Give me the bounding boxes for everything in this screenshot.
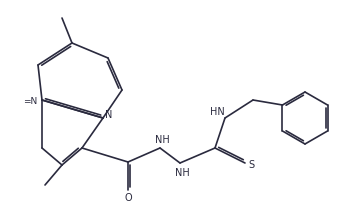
Text: N: N [105, 110, 113, 120]
Text: NH: NH [155, 135, 169, 145]
Text: HN: HN [210, 107, 225, 117]
Text: S: S [248, 160, 254, 170]
Text: NH: NH [175, 168, 189, 178]
Text: =N: =N [23, 97, 37, 105]
Text: O: O [124, 193, 132, 203]
